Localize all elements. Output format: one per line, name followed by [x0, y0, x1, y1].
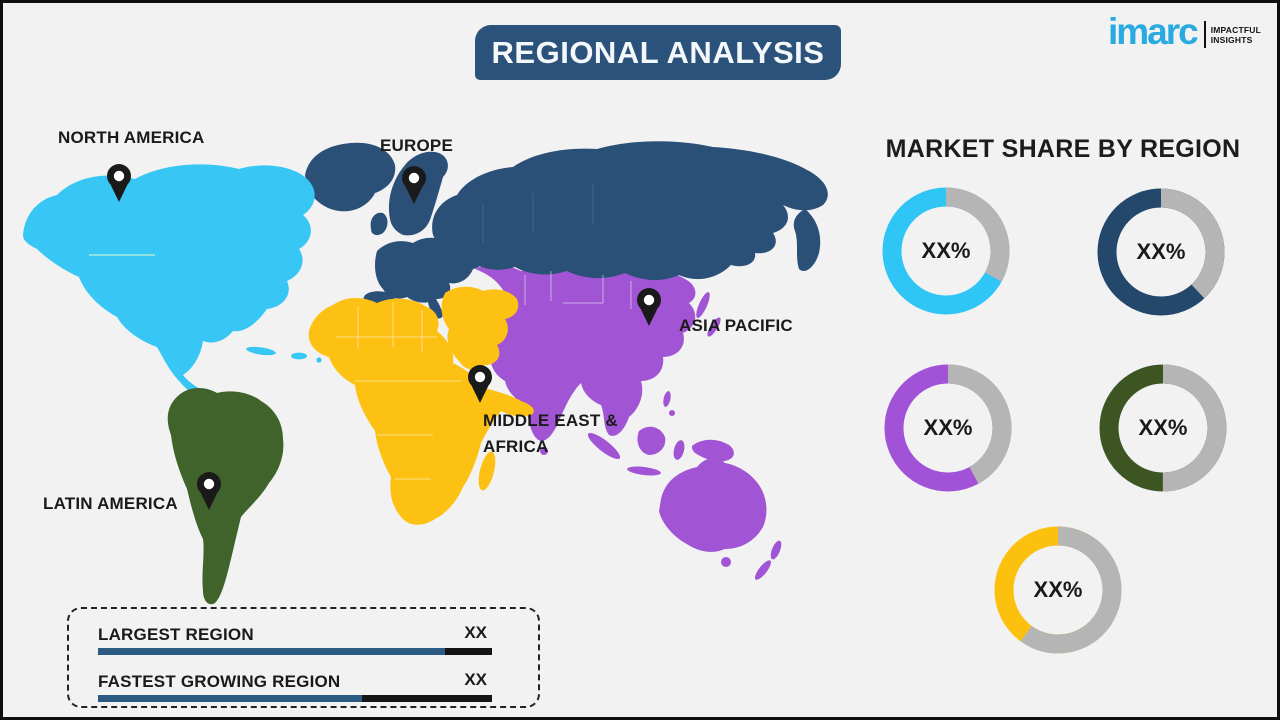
donut-value-latin-america: XX%	[1138, 415, 1188, 440]
fastest-growing-region-label: FASTEST GROWING REGION	[98, 672, 341, 691]
largest-region-bar	[98, 648, 492, 655]
donut-value-middle-east-africa: XX%	[1033, 577, 1083, 602]
logo-tagline: IMPACTFUL INSIGHTS	[1211, 25, 1261, 45]
donut-middle-east-africa: XX%	[993, 525, 1123, 655]
largest-region-label: LARGEST REGION	[98, 625, 254, 644]
logo-tagline-line1: IMPACTFUL	[1210, 24, 1261, 35]
donut-latin-america: XX%	[1098, 363, 1228, 493]
logo-tagline-line2: INSIGHTS	[1210, 34, 1253, 45]
country-borders	[336, 271, 632, 480]
russia-internal-borders	[482, 183, 594, 243]
fastest-growing-region-bar	[98, 695, 492, 702]
donut-asia-pacific: XX%	[883, 363, 1013, 493]
label-europe: EUROPE	[380, 136, 453, 155]
imarc-logo: imarc IMPACTFUL INSIGHTS	[1108, 13, 1261, 50]
logo-divider	[1203, 21, 1206, 48]
label-latin-america: LATIN AMERICA	[43, 494, 178, 513]
label-middle-east-africa: MIDDLE EAST & AFRICA	[483, 411, 618, 456]
largest-region-value: XX	[464, 623, 487, 642]
imarc-logo-wordmark: imarc	[1107, 11, 1199, 52]
market-share-heading: MARKET SHARE BY REGION	[885, 135, 1241, 163]
donut-value-asia-pacific: XX%	[923, 415, 973, 440]
label-asia-pacific: ASIA PACIFIC	[679, 316, 793, 335]
donut-value-europe: XX%	[1136, 239, 1186, 264]
region-middle-east-africa	[308, 286, 534, 525]
donut-north-america: XX%	[881, 186, 1011, 316]
donut-europe: XX%	[1096, 187, 1226, 317]
region-europe	[305, 141, 828, 319]
world-map	[23, 141, 828, 605]
region-asia-pacific	[475, 264, 782, 580]
region-latin-america	[167, 388, 284, 605]
region-legend-box: LARGEST REGION XX FASTEST GROWING REGION…	[67, 607, 540, 708]
fastest-growing-region-value: XX	[464, 670, 487, 689]
page-title: REGIONAL ANALYSIS	[475, 25, 841, 80]
region-north-america	[23, 164, 322, 417]
donut-value-north-america: XX%	[921, 238, 971, 263]
label-north-america: NORTH AMERICA	[58, 128, 205, 147]
